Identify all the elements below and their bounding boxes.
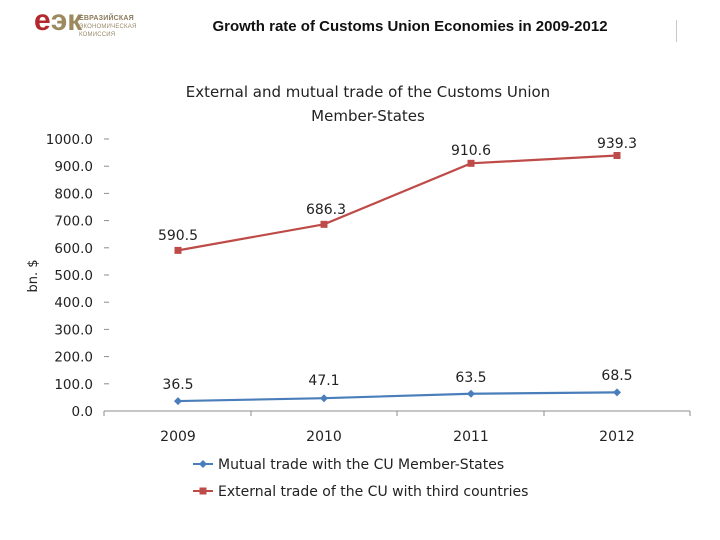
data-label: 686.3	[306, 202, 346, 218]
data-point	[467, 389, 475, 398]
page-title: Growth rate of Customs Union Economies i…	[212, 18, 608, 35]
logo-text-line: КОМИССИЯ	[79, 32, 116, 38]
y-tick-label: 300.0	[54, 322, 93, 338]
x-tick-label: 2012	[599, 429, 635, 445]
y-tick-label: 0.0	[72, 404, 93, 420]
data-point	[613, 388, 621, 397]
legend-marker	[199, 460, 207, 468]
legend-label: External trade of the CU with third coun…	[218, 484, 528, 500]
y-tick-label: 700.0	[54, 214, 93, 230]
data-label: 47.1	[308, 373, 339, 389]
data-label: 36.5	[162, 377, 193, 393]
y-tick-label: 400.0	[54, 295, 93, 311]
y-axis-label: bn. $	[26, 259, 41, 292]
data-label: 910.6	[451, 143, 491, 159]
y-tick-label: 200.0	[54, 350, 93, 366]
data-point	[174, 246, 182, 254]
logo-mark-rest: эк	[50, 4, 83, 37]
chart-title: External and mutual trade of the Customs…	[186, 83, 550, 101]
logo-text-line: ЭКОНОМИЧЕСКАЯ	[79, 24, 137, 30]
x-tick-label: 2011	[453, 429, 489, 445]
y-tick-label: 500.0	[54, 268, 93, 284]
data-label: 68.5	[601, 368, 632, 384]
y-tick-label: 1000.0	[46, 132, 93, 148]
y-tick-label: 900.0	[54, 159, 93, 175]
header: еэк ЕВРАЗИЙСКАЯ ЭКОНОМИЧЕСКАЯ КОМИССИЯ G…	[0, 0, 720, 60]
data-label: 63.5	[455, 370, 486, 386]
x-tick-label: 2009	[160, 429, 196, 445]
series-line	[177, 154, 618, 252]
header-divider	[676, 20, 677, 42]
y-tick-label: 600.0	[54, 241, 93, 257]
x-tick-label: 2010	[306, 429, 342, 445]
logo-mark-e: е	[34, 4, 51, 37]
data-label: 590.5	[158, 228, 198, 244]
data-point	[613, 152, 621, 160]
data-point	[320, 394, 328, 403]
logo-text-line: ЕВРАЗИЙСКАЯ	[79, 15, 134, 22]
legend-marker	[199, 487, 207, 495]
legend-label: Mutual trade with the CU Member-States	[218, 457, 504, 473]
logo-text: ЕВРАЗИЙСКАЯ ЭКОНОМИЧЕСКАЯ КОМИССИЯ	[79, 15, 169, 39]
data-label: 939.3	[597, 136, 637, 152]
y-tick-label: 100.0	[54, 377, 93, 393]
series-line	[177, 391, 618, 403]
logo: еэк	[34, 6, 82, 36]
data-point	[320, 220, 328, 228]
data-point	[467, 159, 475, 167]
chart-title: Member-States	[311, 107, 425, 125]
data-point	[174, 397, 182, 406]
y-tick-label: 800.0	[54, 186, 93, 202]
